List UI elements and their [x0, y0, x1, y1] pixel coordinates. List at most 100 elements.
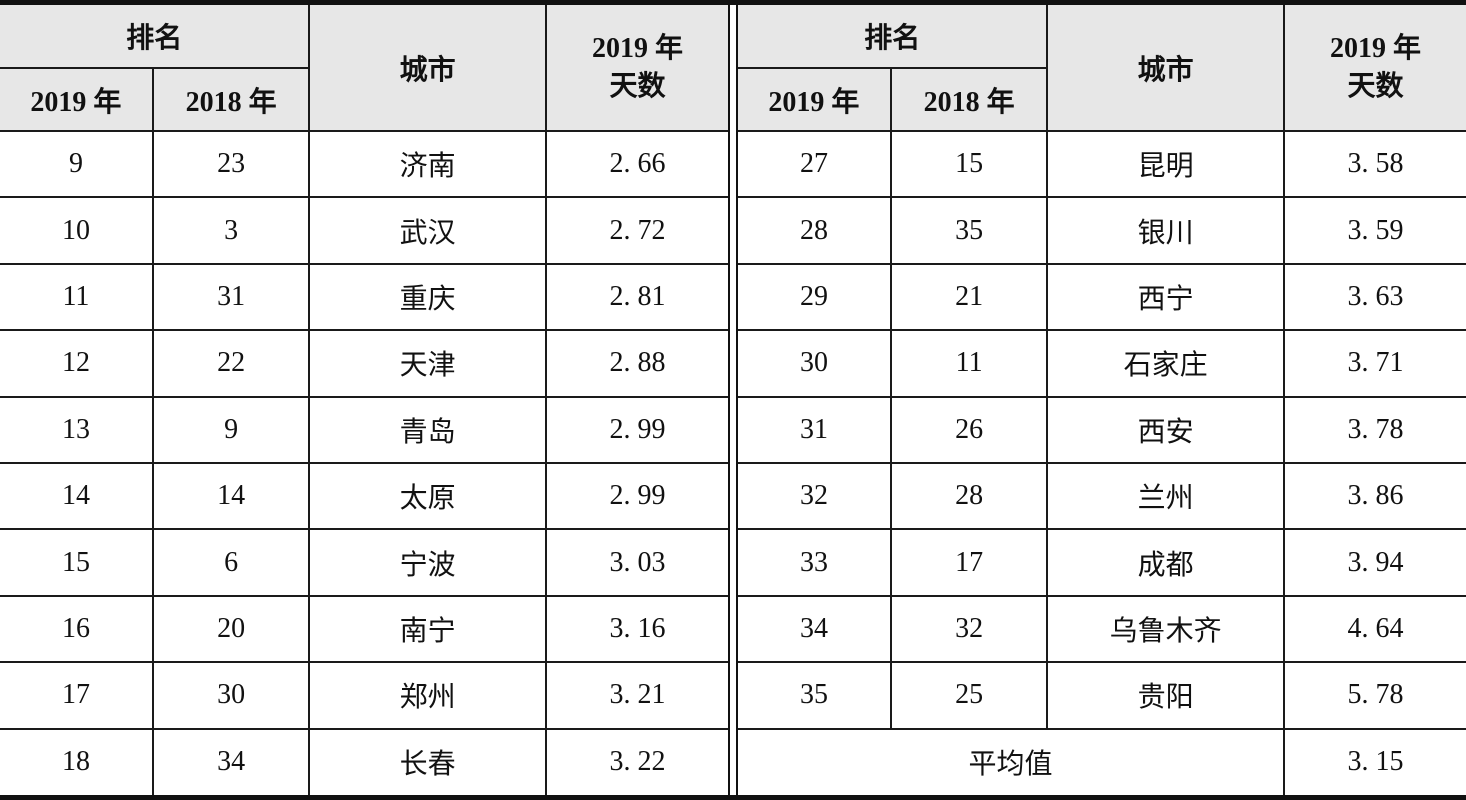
table-cell: 2. 99 — [544, 461, 728, 531]
table-cell: 10 — [0, 196, 154, 265]
table-row: 31 26 西安 3. 78 — [738, 395, 1466, 464]
table-row: 29 21 西宁 3. 63 — [738, 262, 1466, 332]
table-cell: 28 — [889, 461, 1049, 531]
table-cell: 银川 — [1046, 196, 1285, 265]
table-cell: 30 — [151, 661, 311, 730]
table-cell: 3. 22 — [544, 727, 728, 795]
table-row: 28 35 银川 3. 59 — [738, 196, 1466, 265]
table-cell: 长春 — [308, 727, 547, 795]
table-row: 14 14 太原 2. 99 — [0, 461, 728, 531]
table-cell: 3. 78 — [1282, 395, 1466, 464]
table-cell: 昆明 — [1046, 129, 1285, 199]
header-rank: 排名 — [738, 5, 1049, 69]
header-year-2018: 2018 年 — [151, 67, 310, 132]
table-row: 17 30 郑州 3. 21 — [0, 661, 728, 730]
header-days: 2019 年 天数 — [1282, 5, 1466, 132]
table-cell: 29 — [738, 262, 892, 332]
table-cell: 西安 — [1046, 395, 1285, 464]
table-left: 排名 城市 2019 年 天数 2019 年 2018 年 9 23 济南 2. 66… — [0, 5, 728, 795]
table-cell: 31 — [738, 395, 892, 464]
table-right-body: 27 15 昆明 3. 58 28 35 银川 3. 59 29 21 西宁 3. 63 30 11 石家庄… — [738, 129, 1466, 730]
table-cell: 乌鲁木齐 — [1046, 594, 1285, 664]
table-row: 16 20 南宁 3. 16 — [0, 594, 728, 664]
table-row: 18 34 长春 3. 22 — [0, 727, 728, 795]
average-value: 3. 15 — [1282, 727, 1466, 795]
table-cell: 3 — [151, 196, 311, 265]
table-cell: 33 — [738, 528, 892, 597]
table-cell: 11 — [0, 262, 154, 332]
table-cell: 35 — [889, 196, 1049, 265]
table-cell: 武汉 — [308, 196, 547, 265]
table-cell: 重庆 — [308, 262, 547, 332]
table-cell: 34 — [738, 594, 892, 664]
table-cell: 西宁 — [1046, 262, 1285, 332]
table-cell: 成都 — [1046, 528, 1285, 597]
table-cell: 9 — [151, 395, 311, 464]
table-cell: 天津 — [308, 329, 547, 398]
table-row: 15 6 宁波 3. 03 — [0, 528, 728, 597]
table-row: 32 28 兰州 3. 86 — [738, 461, 1466, 531]
table-cell: 15 — [889, 129, 1049, 199]
table-cell: 31 — [151, 262, 311, 332]
table-row: 33 17 成都 3. 94 — [738, 528, 1466, 597]
table-cell: 3. 86 — [1282, 461, 1466, 531]
table-cell: 郑州 — [308, 661, 547, 730]
table-row: 30 11 石家庄 3. 71 — [738, 329, 1466, 398]
table-cell: 贵阳 — [1046, 661, 1285, 730]
average-label: 平均值 — [738, 727, 1285, 795]
table-cell: 13 — [0, 395, 154, 464]
table-row: 11 31 重庆 2. 81 — [0, 262, 728, 332]
table-row: 35 25 贵阳 5. 78 — [738, 661, 1466, 730]
table-cell: 23 — [151, 129, 311, 199]
table-cell: 30 — [738, 329, 892, 398]
table-cell: 15 — [0, 528, 154, 597]
table-row: 13 9 青岛 2. 99 — [0, 395, 728, 464]
table-cell: 16 — [0, 594, 154, 664]
table-cell: 12 — [0, 329, 154, 398]
table-cell: 34 — [151, 727, 311, 795]
table-cell: 21 — [889, 262, 1049, 332]
table-cell: 11 — [889, 329, 1049, 398]
header-days: 2019 年 天数 — [544, 5, 728, 132]
table-cell: 宁波 — [308, 528, 547, 597]
table-cell: 3. 03 — [544, 528, 728, 597]
table-cell: 石家庄 — [1046, 329, 1285, 398]
table-cell: 2. 72 — [544, 196, 728, 265]
table-cell: 太原 — [308, 461, 547, 531]
table-cell: 3. 21 — [544, 661, 728, 730]
table-cell: 3. 59 — [1282, 196, 1466, 265]
table-cell: 20 — [151, 594, 311, 664]
table-left-header: 排名 城市 2019 年 天数 2019 年 2018 年 — [0, 5, 728, 132]
table-cell: 济南 — [308, 129, 547, 199]
table-divider — [728, 5, 738, 795]
header-year-2019: 2019 年 — [0, 67, 154, 132]
table-cell: 5. 78 — [1282, 661, 1466, 730]
table-cell: 26 — [889, 395, 1049, 464]
table-cell: 28 — [738, 196, 892, 265]
table-right-header: 排名 城市 2019 年 天数 2019 年 2018 年 — [738, 5, 1466, 132]
average-row: 平均值 3. 15 — [738, 727, 1466, 795]
table-cell: 2. 88 — [544, 329, 728, 398]
table-cell: 32 — [889, 594, 1049, 664]
table-cell: 3. 58 — [1282, 129, 1466, 199]
table-cell: 27 — [738, 129, 892, 199]
table-right-footer: 平均值 3. 15 — [738, 727, 1466, 795]
table-left-body: 9 23 济南 2. 66 10 3 武汉 2. 72 11 31 重庆 2. 81 12 22 天津 2. … — [0, 129, 728, 795]
table-cell: 3. 16 — [544, 594, 728, 664]
table-cell: 2. 81 — [544, 262, 728, 332]
header-year-2019: 2019 年 — [738, 67, 892, 132]
table-cell: 南宁 — [308, 594, 547, 664]
table-row: 27 15 昆明 3. 58 — [738, 129, 1466, 199]
table-cell: 兰州 — [1046, 461, 1285, 531]
table-cell: 6 — [151, 528, 311, 597]
header-city: 城市 — [1046, 5, 1285, 132]
table-cell: 17 — [889, 528, 1049, 597]
table-row: 12 22 天津 2. 88 — [0, 329, 728, 398]
table-cell: 17 — [0, 661, 154, 730]
table-cell: 2. 99 — [544, 395, 728, 464]
table-cell: 4. 64 — [1282, 594, 1466, 664]
header-days-line2: 天数 — [609, 70, 666, 102]
table-row: 9 23 济南 2. 66 — [0, 129, 728, 199]
table-cell: 18 — [0, 727, 154, 795]
table-row: 34 32 乌鲁木齐 4. 64 — [738, 594, 1466, 664]
